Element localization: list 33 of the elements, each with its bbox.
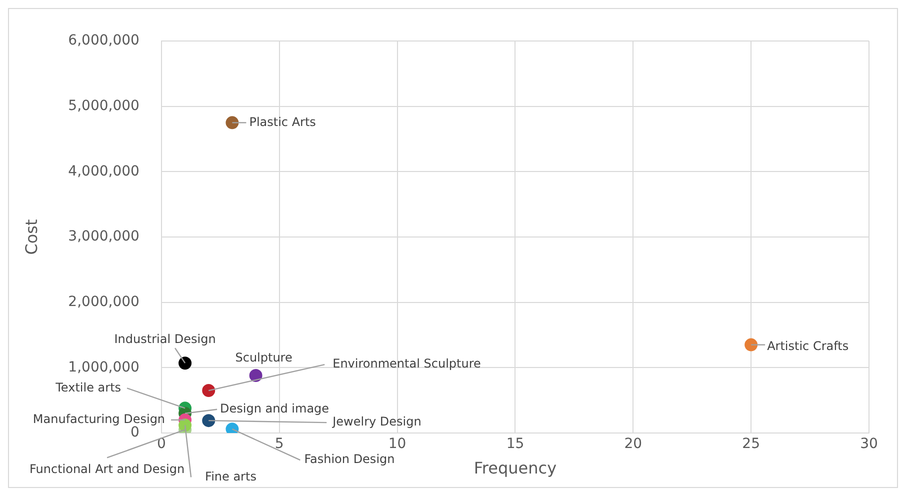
y-tick-label: 1,000,000 bbox=[68, 359, 140, 376]
text: Fashion Design bbox=[304, 452, 395, 466]
y-tick-label: 5,000,000 bbox=[68, 98, 140, 114]
series-label: Artistic Crafts bbox=[767, 338, 849, 353]
text: Environmental Sculpture bbox=[332, 356, 481, 371]
point bbox=[202, 414, 216, 428]
point bbox=[249, 369, 262, 382]
y-tick-label: 0 bbox=[130, 424, 140, 441]
point bbox=[226, 116, 239, 130]
y-tick-label: 4,000,000 bbox=[68, 163, 140, 180]
x-tick-label: 15 bbox=[506, 436, 524, 452]
series-label: Sculpture bbox=[235, 350, 292, 365]
text: Functional Art and Design bbox=[30, 462, 185, 476]
text: Jewelry Design bbox=[332, 414, 422, 429]
y-tick-label: 6,000,000 bbox=[68, 32, 140, 49]
y-tick-label: 3,000,000 bbox=[68, 228, 140, 245]
x-tick-label: 20 bbox=[624, 436, 642, 452]
y-tick-label: 2,000,000 bbox=[68, 294, 140, 310]
text: Design and image bbox=[220, 402, 330, 416]
text: Textile arts bbox=[54, 380, 122, 394]
series-label: Manufacturing Design bbox=[32, 412, 166, 426]
point bbox=[178, 356, 192, 370]
x-tick-label: 10 bbox=[388, 436, 406, 452]
point bbox=[744, 338, 758, 352]
text: Fine arts bbox=[205, 469, 256, 484]
text: Industrial Design bbox=[114, 332, 216, 346]
series-label: Plastic Arts bbox=[249, 114, 316, 129]
x-axis-title: Frequency bbox=[474, 458, 557, 478]
x-tick-label: 25 bbox=[742, 436, 760, 452]
point bbox=[202, 384, 216, 398]
y-axis-title: Cost bbox=[22, 219, 41, 255]
x-tick-label: 5 bbox=[274, 436, 284, 452]
x-tick-label: 30 bbox=[860, 436, 878, 452]
